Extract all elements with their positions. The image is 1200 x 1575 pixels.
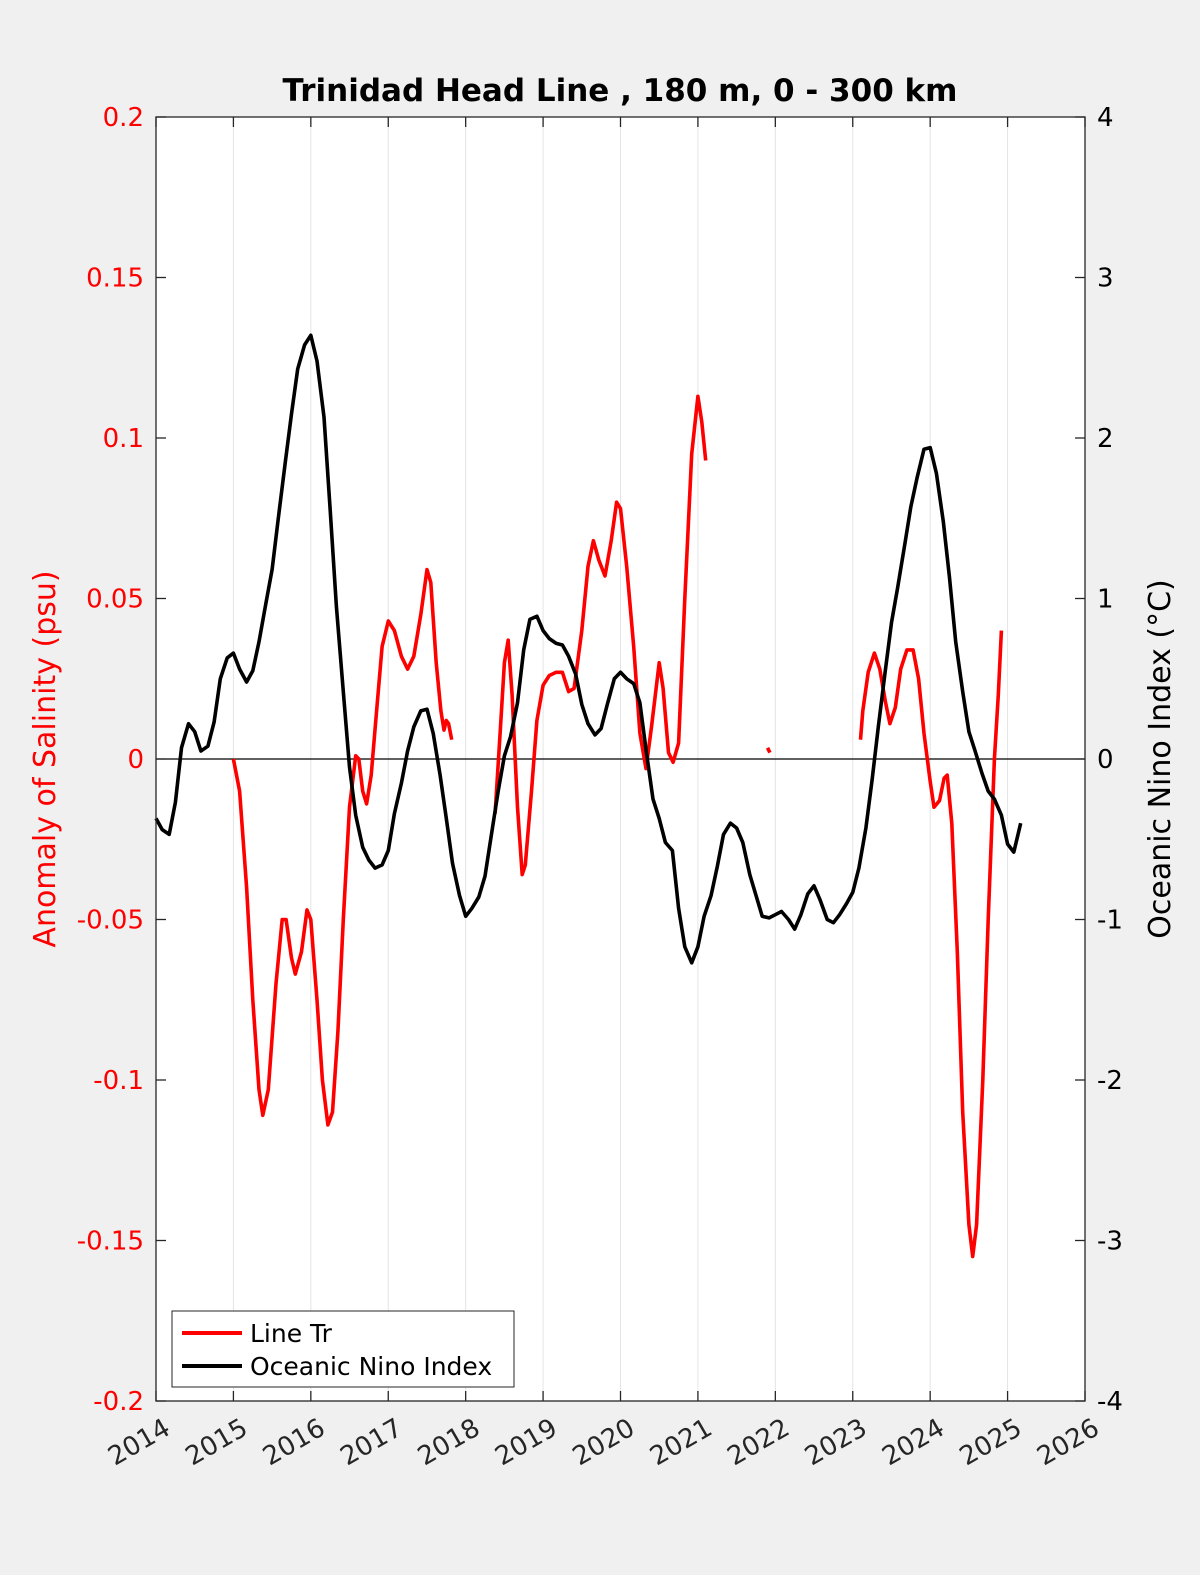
left-tick-label: -0.15 [77, 1227, 144, 1257]
right-tick-label: 0 [1097, 745, 1114, 775]
left-tick-label: 0.2 [103, 103, 144, 133]
left-tick-label: -0.1 [93, 1066, 144, 1096]
right-y-axis: 4 3 2 1 0 -1 -2 -3 -4 [1075, 103, 1123, 1417]
series-line-oceanic-nino-index [154, 333, 1023, 965]
series-layer [154, 333, 1023, 1259]
left-y-axis: 0.2 0.15 0.1 0.05 0 -0.05 -0.1 -0.15 -0.2 [77, 103, 166, 1417]
right-tick-label: 1 [1097, 585, 1114, 615]
legend-entry-oni: Oceanic Nino Index [250, 1352, 492, 1381]
right-tick-label: -4 [1097, 1387, 1123, 1417]
right-tick-label: 4 [1097, 103, 1114, 133]
series-line-line-tr [765, 747, 772, 754]
right-tick-label: -1 [1097, 906, 1123, 936]
left-tick-label: 0.1 [103, 424, 144, 454]
legend-box [171, 1310, 515, 1388]
series-line-line-tr [493, 394, 708, 877]
left-tick-label: -0.05 [77, 906, 144, 936]
series-line-line-tr [231, 567, 454, 1127]
right-tick-label: -2 [1097, 1066, 1123, 1096]
left-tick-label: -0.2 [93, 1387, 144, 1417]
left-y-axis-label: Anomaly of Salinity (psu) [28, 570, 63, 947]
left-tick-label: 0.15 [86, 264, 144, 294]
left-tick-label: 0 [127, 745, 144, 775]
right-y-axis-label: Oceanic Nino Index (°C) [1143, 579, 1178, 939]
right-tick-label: -3 [1097, 1227, 1123, 1257]
right-tick-label: 2 [1097, 424, 1114, 454]
chart-title: Trinidad Head Line , 180 m, 0 - 300 km [283, 73, 958, 109]
left-tick-label: 0.05 [86, 585, 144, 615]
right-tick-label: 3 [1097, 264, 1114, 294]
legend-entry-line-tr: Line Tr [250, 1319, 333, 1348]
legend: Line Tr Oceanic Nino Index [171, 1310, 515, 1388]
